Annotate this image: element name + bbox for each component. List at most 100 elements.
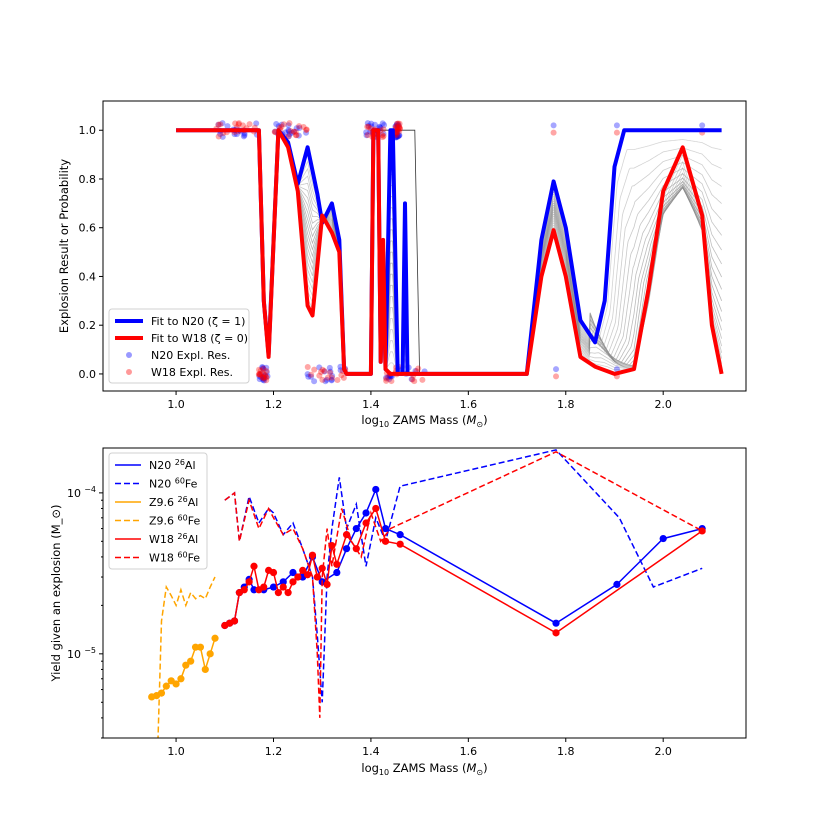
n20-26al-point [381, 524, 390, 533]
w18-26al-point [352, 545, 360, 553]
w18-failure-point [260, 365, 267, 372]
w18-26al-point [284, 589, 292, 597]
top-x-axis-label: log10 ZAMS Mass (M⊙) [361, 413, 487, 429]
bottom-y-tick-exponent: −5 [84, 646, 96, 655]
n20-explosion-point [285, 127, 292, 134]
w18-explosion-point [292, 128, 299, 135]
n20-explosion-point [550, 122, 557, 129]
z9-6-60fe-line [157, 576, 216, 738]
w18-failure-point [261, 371, 268, 378]
n20-failure-point [316, 364, 323, 371]
n20-explosion-point [379, 120, 386, 127]
w18-failure-point [324, 374, 331, 381]
legend-label-isotope-mass: 26 [177, 532, 187, 541]
n20-explosion-point [289, 129, 296, 136]
n20-failure-point [261, 372, 268, 379]
legend-label: N20 26Al [149, 458, 196, 472]
legend-label-isotope-mass: 60 [177, 551, 187, 560]
w18-failure-point [316, 372, 323, 379]
w18-failure-point [321, 368, 328, 375]
n20-failure-point [323, 376, 330, 383]
w18-26al-point [323, 580, 331, 589]
n20-26al-point [552, 619, 560, 627]
w18-26al-point [313, 573, 321, 581]
bottom-x-tick-label: 1.0 [167, 745, 185, 758]
n20-failure-point [321, 368, 328, 375]
w18-failure-point [319, 376, 326, 383]
w18-explosion-point [365, 123, 372, 130]
n20-explosion-point [699, 122, 706, 129]
w18-26al-point [245, 578, 253, 586]
n20-explosion-point [253, 120, 260, 127]
bottom-x-tick-label: 1.4 [362, 745, 380, 758]
n20-explosion-point [275, 123, 282, 130]
n20-explosion-point [393, 122, 400, 129]
w18-explosion-point [300, 123, 307, 130]
n20-explosion-point [285, 133, 292, 140]
n20-explosion-point [291, 128, 298, 135]
n20-failure-point [328, 377, 335, 384]
w18-fit-line [176, 128, 724, 376]
n20-26al-point [333, 568, 341, 577]
top-x-tick-label: 1.6 [460, 398, 478, 411]
w18-failure-point [319, 366, 326, 373]
n20-failure-point [260, 376, 267, 383]
w18-failure-point [383, 377, 390, 384]
legend-label-isotope-mass: 26 [178, 495, 188, 504]
w18-26al-point [274, 589, 282, 597]
n20-26al-point [342, 545, 351, 553]
w18-explosion-point [287, 128, 294, 135]
n20-explosion-point [363, 132, 370, 139]
fit-lines [176, 128, 724, 376]
n20-explosion-point [285, 128, 292, 135]
bottom-plot-frame [102, 447, 747, 739]
w18-explosion-point [290, 128, 297, 135]
top-x-ticks: 1.0 1.2 1.4 1.6 1.8 2.0 [167, 391, 672, 411]
n20-explosion-point [217, 130, 224, 137]
n20-failure-point [258, 370, 265, 377]
bottom-y-tick-label: 10 [67, 487, 81, 500]
w18-failure-point [411, 378, 418, 385]
n20-26al-point [613, 580, 621, 589]
w18-explosion-point [393, 129, 400, 136]
w18-failure-point [256, 370, 263, 377]
n20-explosion-point [393, 130, 400, 137]
n20-26al-point [279, 578, 287, 586]
n20-failure-point [260, 375, 267, 382]
w18-failure-point [256, 366, 263, 373]
n20-failure-point [326, 364, 333, 371]
n20-failure-point [327, 368, 334, 375]
legend-label: Z9.6 26Al [149, 495, 198, 509]
w18-failure-point [308, 371, 315, 378]
w18-explosion-point [394, 120, 401, 127]
w18-explosion-point [393, 129, 400, 136]
w18-explosion-point [215, 121, 222, 128]
w18-explosion-point [379, 134, 386, 141]
w18-explosion-point [380, 126, 387, 133]
w18-explosion-point [215, 133, 222, 140]
w18-explosion-point [292, 132, 299, 139]
w18-failure-point [338, 372, 345, 379]
w18-explosion-point [235, 120, 242, 127]
w18-26al-point [381, 537, 390, 545]
legend-label-isotope-mass: 60 [175, 477, 185, 486]
w18-explosion-point [235, 121, 242, 128]
bottom-x-tick-label: 1.2 [265, 745, 283, 758]
w18-failure-point [328, 374, 335, 381]
w18-failure-point [388, 378, 395, 385]
z9-6-26al-point [201, 665, 209, 674]
panel-top-explosion-probability: 1.0 1.2 1.4 1.6 1.8 2.0 0.0 0.2 0.4 0.6 0.8 1.0 lo… [57, 100, 747, 429]
legend-label-prefix: N20 [149, 478, 175, 491]
n20-failure-point [304, 371, 311, 378]
w18-explosion-point [303, 127, 310, 134]
w18-explosion-point [553, 373, 560, 380]
w18-failure-point [263, 368, 270, 375]
n20-explosion-point [613, 122, 620, 129]
legend-swatch [126, 352, 132, 358]
n20-explosion-point [368, 123, 375, 130]
top-y-tick-label: 0.2 [79, 319, 97, 332]
w18-failure-point [383, 375, 390, 382]
top-y-tick-label: 0.6 [79, 222, 97, 235]
n20-26al-line [224, 487, 703, 627]
